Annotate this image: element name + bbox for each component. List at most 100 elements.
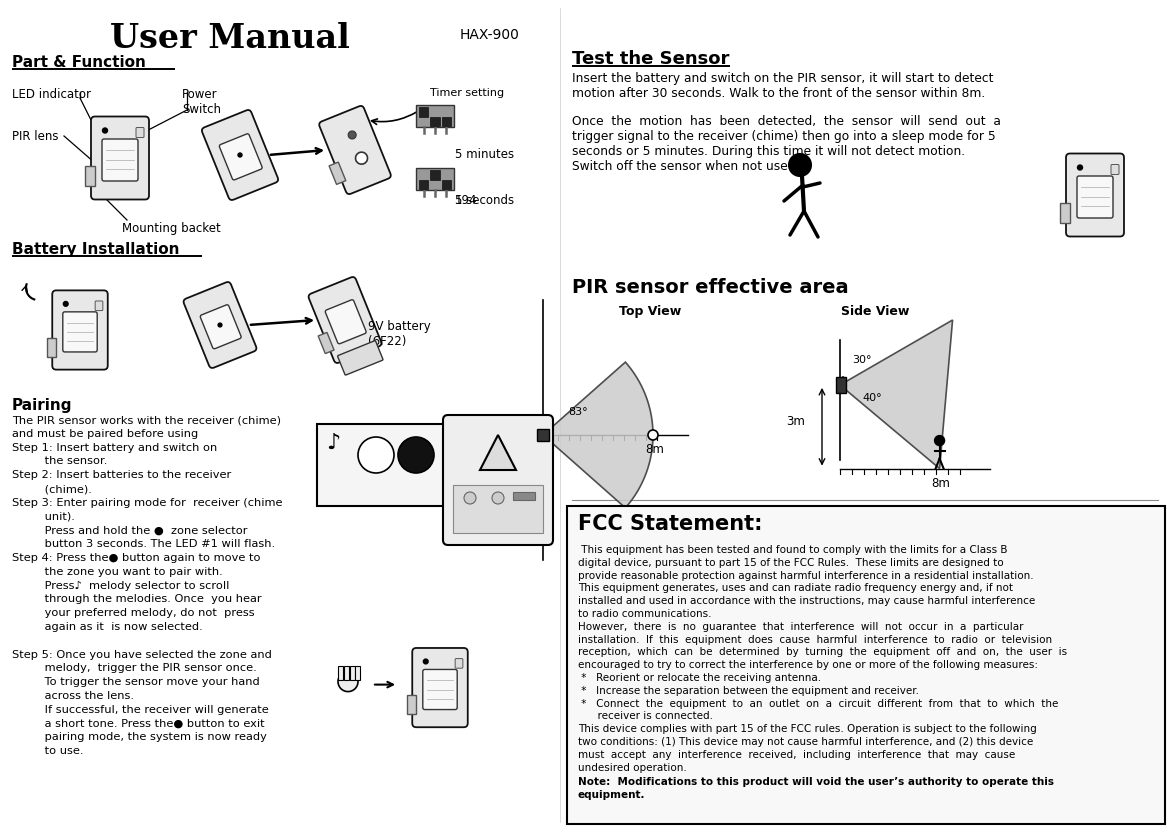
FancyBboxPatch shape <box>53 290 108 369</box>
Text: 30°: 30° <box>852 355 871 365</box>
Polygon shape <box>543 362 653 508</box>
Text: installed and used in accordance with the instructions, may cause harmful interf: installed and used in accordance with th… <box>578 596 1035 606</box>
Text: Step 2: Insert batteries to the receiver: Step 2: Insert batteries to the receiver <box>12 471 231 481</box>
FancyBboxPatch shape <box>95 301 103 310</box>
Text: (chime).: (chime). <box>12 484 91 494</box>
Text: This device complies with part 15 of the FCC rules. Operation is subject to the : This device complies with part 15 of the… <box>578 725 1036 735</box>
Text: ♪: ♪ <box>326 433 341 453</box>
Text: installation.  If  this  equipment  does  cause  harmful  interference  to  radi: installation. If this equipment does cau… <box>578 635 1052 645</box>
Bar <box>537 429 549 441</box>
Text: Top View: Top View <box>619 305 682 318</box>
Text: Insert the battery and switch on the PIR sensor, it will start to detect
motion : Insert the battery and switch on the PIR… <box>571 72 993 100</box>
FancyBboxPatch shape <box>319 332 334 354</box>
Circle shape <box>492 492 504 504</box>
Text: Power
Switch: Power Switch <box>182 88 221 116</box>
Text: Step 5: Once you have selected the zone and: Step 5: Once you have selected the zone … <box>12 650 272 660</box>
Text: If successful, the receiver will generate: If successful, the receiver will generat… <box>12 705 269 715</box>
Text: Timer setting: Timer setting <box>430 88 505 98</box>
Text: two conditions: (1) This device may not cause harmful interference, and (2) this: two conditions: (1) This device may not … <box>578 737 1033 747</box>
Circle shape <box>934 436 945 446</box>
Text: the zone you want to pair with.: the zone you want to pair with. <box>12 567 222 577</box>
Text: To trigger the sensor move your hand: To trigger the sensor move your hand <box>12 677 260 687</box>
FancyBboxPatch shape <box>309 277 382 363</box>
Text: HAX-900: HAX-900 <box>460 28 520 42</box>
Bar <box>416 168 454 190</box>
FancyBboxPatch shape <box>91 116 149 199</box>
Bar <box>355 666 359 680</box>
Text: 3m: 3m <box>786 415 804 428</box>
Circle shape <box>1077 165 1082 170</box>
Text: a short tone. Press the● button to exit: a short tone. Press the● button to exit <box>12 719 265 729</box>
Text: FCC Statement:: FCC Statement: <box>578 514 762 534</box>
Circle shape <box>63 301 68 306</box>
Bar <box>430 170 439 180</box>
Text: Step 1: Insert battery and switch on: Step 1: Insert battery and switch on <box>12 442 218 452</box>
Text: unit).: unit). <box>12 511 75 521</box>
FancyBboxPatch shape <box>219 134 262 180</box>
Text: PIR lens: PIR lens <box>12 130 59 143</box>
Text: again as it  is now selected.: again as it is now selected. <box>12 622 203 632</box>
FancyBboxPatch shape <box>1077 176 1112 218</box>
Bar <box>338 666 343 680</box>
Text: the sensor.: the sensor. <box>12 457 108 466</box>
Text: melody,  trigger the PIR sensor once.: melody, trigger the PIR sensor once. <box>12 663 256 673</box>
Bar <box>416 105 454 127</box>
Circle shape <box>648 430 658 440</box>
Text: button 3 seconds. The LED #1 will flash.: button 3 seconds. The LED #1 will flash. <box>12 540 275 549</box>
FancyBboxPatch shape <box>329 162 345 184</box>
Bar <box>513 492 535 500</box>
Text: Step 4: Press the● button again to move to: Step 4: Press the● button again to move … <box>12 553 260 563</box>
Text: Press and hold the ●  zone selector: Press and hold the ● zone selector <box>12 525 247 535</box>
Text: 5 minutes: 5 minutes <box>456 148 514 161</box>
FancyBboxPatch shape <box>184 282 256 368</box>
Text: Mounting backet: Mounting backet <box>122 222 221 235</box>
Text: pairing mode, the system is now ready: pairing mode, the system is now ready <box>12 732 267 742</box>
Text: equipment.: equipment. <box>578 790 645 800</box>
FancyBboxPatch shape <box>1060 203 1070 223</box>
Text: digital device, pursuant to part 15 of the FCC Rules.  These limits are designed: digital device, pursuant to part 15 of t… <box>578 558 1004 568</box>
Text: to use.: to use. <box>12 746 83 756</box>
Circle shape <box>218 323 221 327</box>
Text: Note:  Modifications to this product will void the user’s authority to operate t: Note: Modifications to this product will… <box>578 778 1054 788</box>
Circle shape <box>338 671 358 691</box>
Text: The PIR sensor works with the receiver (chime): The PIR sensor works with the receiver (… <box>12 415 281 425</box>
Text: *   Reorient or relocate the receiving antenna.: * Reorient or relocate the receiving ant… <box>578 673 821 683</box>
Text: to radio communications.: to radio communications. <box>578 609 712 619</box>
Bar <box>344 666 349 680</box>
FancyBboxPatch shape <box>406 696 416 714</box>
Bar <box>430 117 439 126</box>
Circle shape <box>398 437 434 473</box>
Text: Side View: Side View <box>841 305 909 318</box>
Text: 194: 194 <box>456 194 478 207</box>
FancyBboxPatch shape <box>443 415 553 545</box>
Text: 5 seconds: 5 seconds <box>456 194 514 207</box>
FancyBboxPatch shape <box>1066 154 1124 237</box>
Text: Test the Sensor: Test the Sensor <box>571 50 730 68</box>
Text: through the melodies. Once  you hear: through the melodies. Once you hear <box>12 594 261 604</box>
Bar <box>441 117 451 126</box>
FancyBboxPatch shape <box>136 128 144 138</box>
FancyBboxPatch shape <box>47 338 56 357</box>
Text: must  accept  any  interference  received,  including  interference  that  may  : must accept any interference received, i… <box>578 749 1015 759</box>
Circle shape <box>103 128 108 133</box>
Text: 8m: 8m <box>645 443 664 456</box>
Circle shape <box>789 154 812 176</box>
Circle shape <box>238 153 242 157</box>
Bar <box>453 485 543 533</box>
Text: 8m: 8m <box>932 476 951 490</box>
Bar <box>836 377 845 393</box>
Text: across the lens.: across the lens. <box>12 691 133 701</box>
FancyBboxPatch shape <box>317 424 448 506</box>
Text: However,  there  is  no  guarantee  that  interference  will  not  occur  in  a : However, there is no guarantee that inte… <box>578 622 1023 632</box>
FancyBboxPatch shape <box>102 139 138 181</box>
Text: 83°: 83° <box>568 407 588 417</box>
Text: and must be paired before using: and must be paired before using <box>12 429 198 439</box>
Text: 40°: 40° <box>862 393 882 403</box>
FancyBboxPatch shape <box>63 312 97 352</box>
Text: Pairing: Pairing <box>12 398 73 413</box>
Text: *   Connect  the  equipment  to  an  outlet  on  a  circuit  different  from  th: * Connect the equipment to an outlet on … <box>578 699 1059 709</box>
FancyBboxPatch shape <box>320 106 391 194</box>
Text: *   Increase the separation between the equipment and receiver.: * Increase the separation between the eq… <box>578 686 919 696</box>
Text: undesired operation.: undesired operation. <box>578 763 686 773</box>
Bar <box>567 506 1165 824</box>
